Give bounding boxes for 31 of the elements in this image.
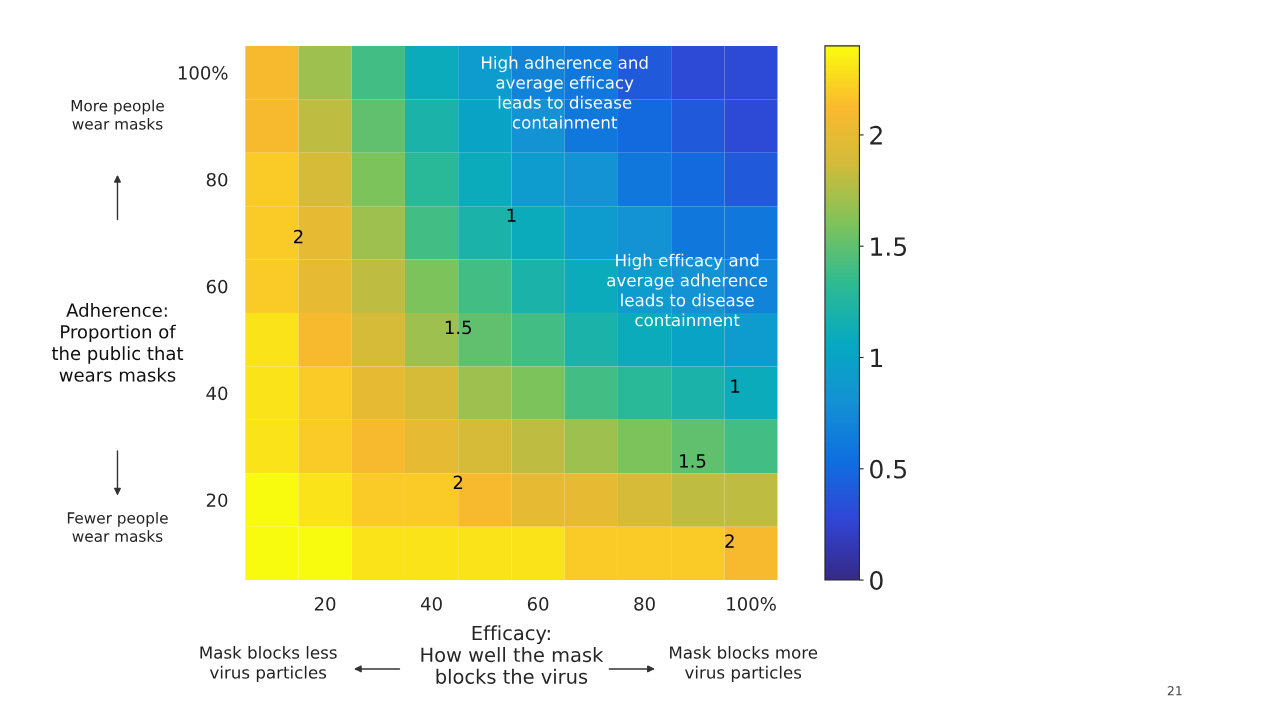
x-tick-label: 40 [420, 597, 442, 611]
color-bar-label: 0.5 [870, 459, 907, 479]
annotation: High efficacy and average adherence leads to disease containment [607, 253, 768, 327]
x-tick-label: 60 [527, 597, 549, 611]
x-tick-label: 100% [727, 597, 776, 611]
text: Mask blocks more virus particles [670, 645, 818, 682]
color-bar-label: 0 [870, 571, 883, 590]
x-tick-label: 20 [314, 597, 336, 611]
text: Adherence: Proportion of the public that wears masks [51, 303, 184, 382]
x-tick-label: 80 [634, 597, 655, 611]
text: More people wear masks [71, 99, 164, 130]
annotation: 2 [725, 534, 734, 548]
annotation: 1.5 [445, 320, 471, 335]
annotation: High adherence and average efficacy leads to disease containment [482, 56, 648, 129]
annotation: 2 [453, 475, 463, 489]
y-tick-label: 60 [206, 279, 228, 294]
annotation: 1.5 [680, 454, 706, 468]
y-tick-label: 40 [206, 386, 228, 401]
color-bar-label: 1.5 [871, 237, 907, 257]
text: Fewer people wear masks [67, 511, 168, 542]
y-tick-label: 80 [206, 172, 228, 187]
annotation: 1 [507, 208, 516, 222]
annotation: 1 [731, 379, 740, 393]
y-tick-label: 20 [206, 493, 228, 508]
color-bar-label: 2 [870, 125, 882, 145]
x-axis-title: Efficacy: How well the mask blocks the virus [421, 625, 604, 684]
text: Mask blocks less virus particles [200, 645, 337, 682]
color-bar-label: 1 [871, 348, 883, 367]
y-tick-label: 100% [178, 66, 228, 80]
annotation: 2 [294, 229, 303, 244]
text: 21 [1167, 686, 1182, 696]
